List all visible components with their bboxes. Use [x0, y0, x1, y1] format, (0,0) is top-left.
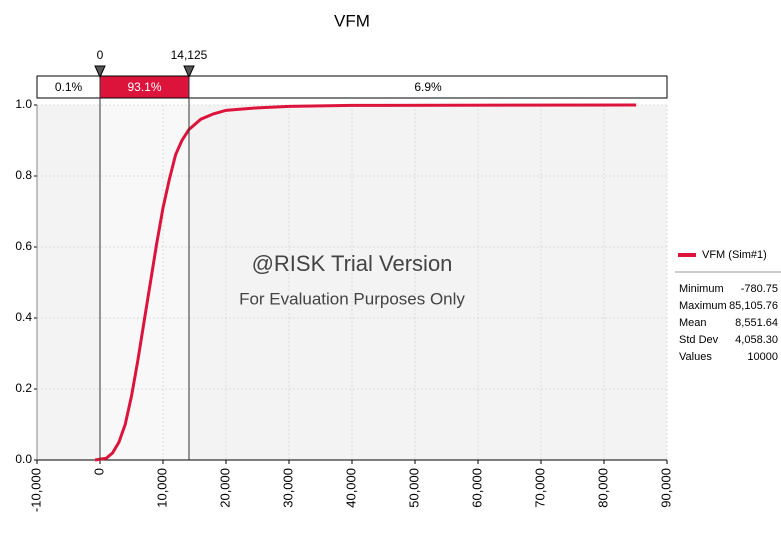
- x-tick-label: 0: [91, 468, 106, 475]
- stat-label: Maximum: [679, 300, 727, 312]
- y-tick-label: 0.0: [15, 452, 32, 466]
- y-tick-label: 0.8: [15, 168, 32, 182]
- delimiter-percentage: 0.1%: [55, 80, 83, 94]
- x-tick-label: 40,000: [343, 468, 358, 508]
- x-tick-label: 20,000: [217, 468, 232, 508]
- x-tick-label: -10,000: [28, 468, 43, 512]
- stat-value: 10000: [747, 351, 778, 363]
- y-tick-label: 0.2: [15, 381, 32, 395]
- legend-label: VFM (Sim#1): [702, 249, 767, 261]
- stat-label: Std Dev: [679, 334, 719, 346]
- delimiter-handle: [94, 65, 106, 79]
- watermark: For Evaluation Purposes Only: [239, 289, 465, 308]
- delimiter-handle: [183, 65, 195, 79]
- stat-value: -780.75: [741, 283, 778, 295]
- delimiter-percentage: 6.9%: [414, 80, 442, 94]
- stat-value: 8,551.64: [735, 317, 778, 329]
- x-tick-label: 50,000: [406, 468, 421, 508]
- chart-title: VFM: [334, 11, 370, 30]
- delimiter-label: 0: [97, 48, 104, 62]
- stat-label: Minimum: [679, 283, 724, 295]
- x-tick-label: 70,000: [532, 468, 547, 508]
- delimiter-label: 14,125: [171, 48, 208, 62]
- y-tick-label: 1.0: [15, 97, 32, 111]
- y-tick-label: 0.6: [15, 239, 32, 253]
- stat-value: 85,105.76: [729, 300, 778, 312]
- x-tick-label: 80,000: [595, 468, 610, 508]
- x-tick-label: 90,000: [658, 468, 673, 508]
- delimiter-percentage: 93.1%: [127, 80, 161, 94]
- stat-label: Values: [679, 351, 712, 363]
- stat-value: 4,058.30: [735, 334, 778, 346]
- x-tick-label: 10,000: [154, 468, 169, 508]
- x-tick-label: 60,000: [469, 468, 484, 508]
- watermark: @RISK Trial Version: [252, 251, 453, 276]
- cdf-line: [94, 103, 637, 462]
- x-tick-label: 30,000: [280, 468, 295, 508]
- y-tick-label: 0.4: [15, 310, 32, 324]
- stat-label: Mean: [679, 317, 707, 329]
